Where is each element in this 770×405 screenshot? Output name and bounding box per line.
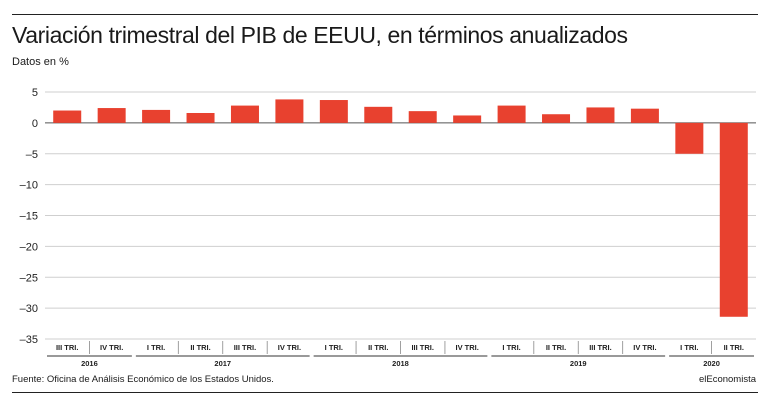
brand-label: elEconomista	[698, 374, 756, 385]
year-label: 2020	[703, 359, 720, 368]
x-tick-label: II TRI.	[368, 343, 388, 352]
bar	[230, 105, 259, 123]
bar	[186, 112, 215, 123]
y-tick-label: –25	[20, 272, 38, 284]
y-tick-label: –15	[20, 211, 38, 223]
bar	[630, 108, 659, 123]
bar	[408, 111, 437, 123]
x-tick-label: III TRI.	[411, 343, 434, 352]
bar	[542, 114, 571, 123]
x-tick-label: I TRI.	[147, 343, 165, 352]
bar	[142, 109, 171, 123]
x-tick-label: IV TRI.	[633, 343, 656, 352]
year-label: 2016	[81, 359, 98, 368]
year-label: 2019	[570, 359, 587, 368]
y-tick-label: –10	[20, 180, 38, 192]
x-tick-label: III TRI.	[56, 343, 79, 352]
y-tick-label: –30	[20, 303, 38, 315]
x-tick-label: IV TRI.	[278, 343, 301, 352]
x-tick-label: I TRI.	[325, 343, 343, 352]
bar	[719, 122, 748, 317]
y-tick-label: 0	[32, 118, 38, 130]
x-tick-label: II TRI.	[546, 343, 566, 352]
bar	[319, 100, 348, 123]
x-tick-label: II TRI.	[724, 343, 744, 352]
x-tick-label: III TRI.	[589, 343, 612, 352]
x-tick-label: III TRI.	[234, 343, 257, 352]
bar	[97, 108, 126, 123]
year-label: 2017	[214, 359, 231, 368]
chart-title: Variación trimestral del PIB de EEUU, en…	[12, 22, 628, 48]
y-tick-label: –35	[20, 334, 38, 346]
x-tick-label: I TRI.	[680, 343, 698, 352]
bottom-rule	[12, 392, 758, 393]
y-tick-label: –5	[26, 149, 38, 161]
year-label: 2018	[392, 359, 409, 368]
bar	[53, 110, 82, 123]
x-tick-label: IV TRI.	[455, 343, 478, 352]
bar	[364, 106, 393, 123]
y-tick-label: 5	[32, 87, 38, 99]
bar	[453, 115, 482, 123]
x-tick-label: II TRI.	[190, 343, 210, 352]
bar	[497, 105, 526, 123]
x-tick-label: IV TRI.	[100, 343, 123, 352]
source-note: Fuente: Oficina de Análisis Económico de…	[12, 374, 274, 385]
bar	[675, 122, 704, 154]
chart-subtitle: Datos en %	[12, 56, 69, 68]
x-tick-label: I TRI.	[502, 343, 520, 352]
top-rule	[12, 14, 758, 15]
bar	[586, 107, 615, 123]
bar	[275, 99, 304, 123]
y-tick-label: –20	[20, 241, 38, 253]
